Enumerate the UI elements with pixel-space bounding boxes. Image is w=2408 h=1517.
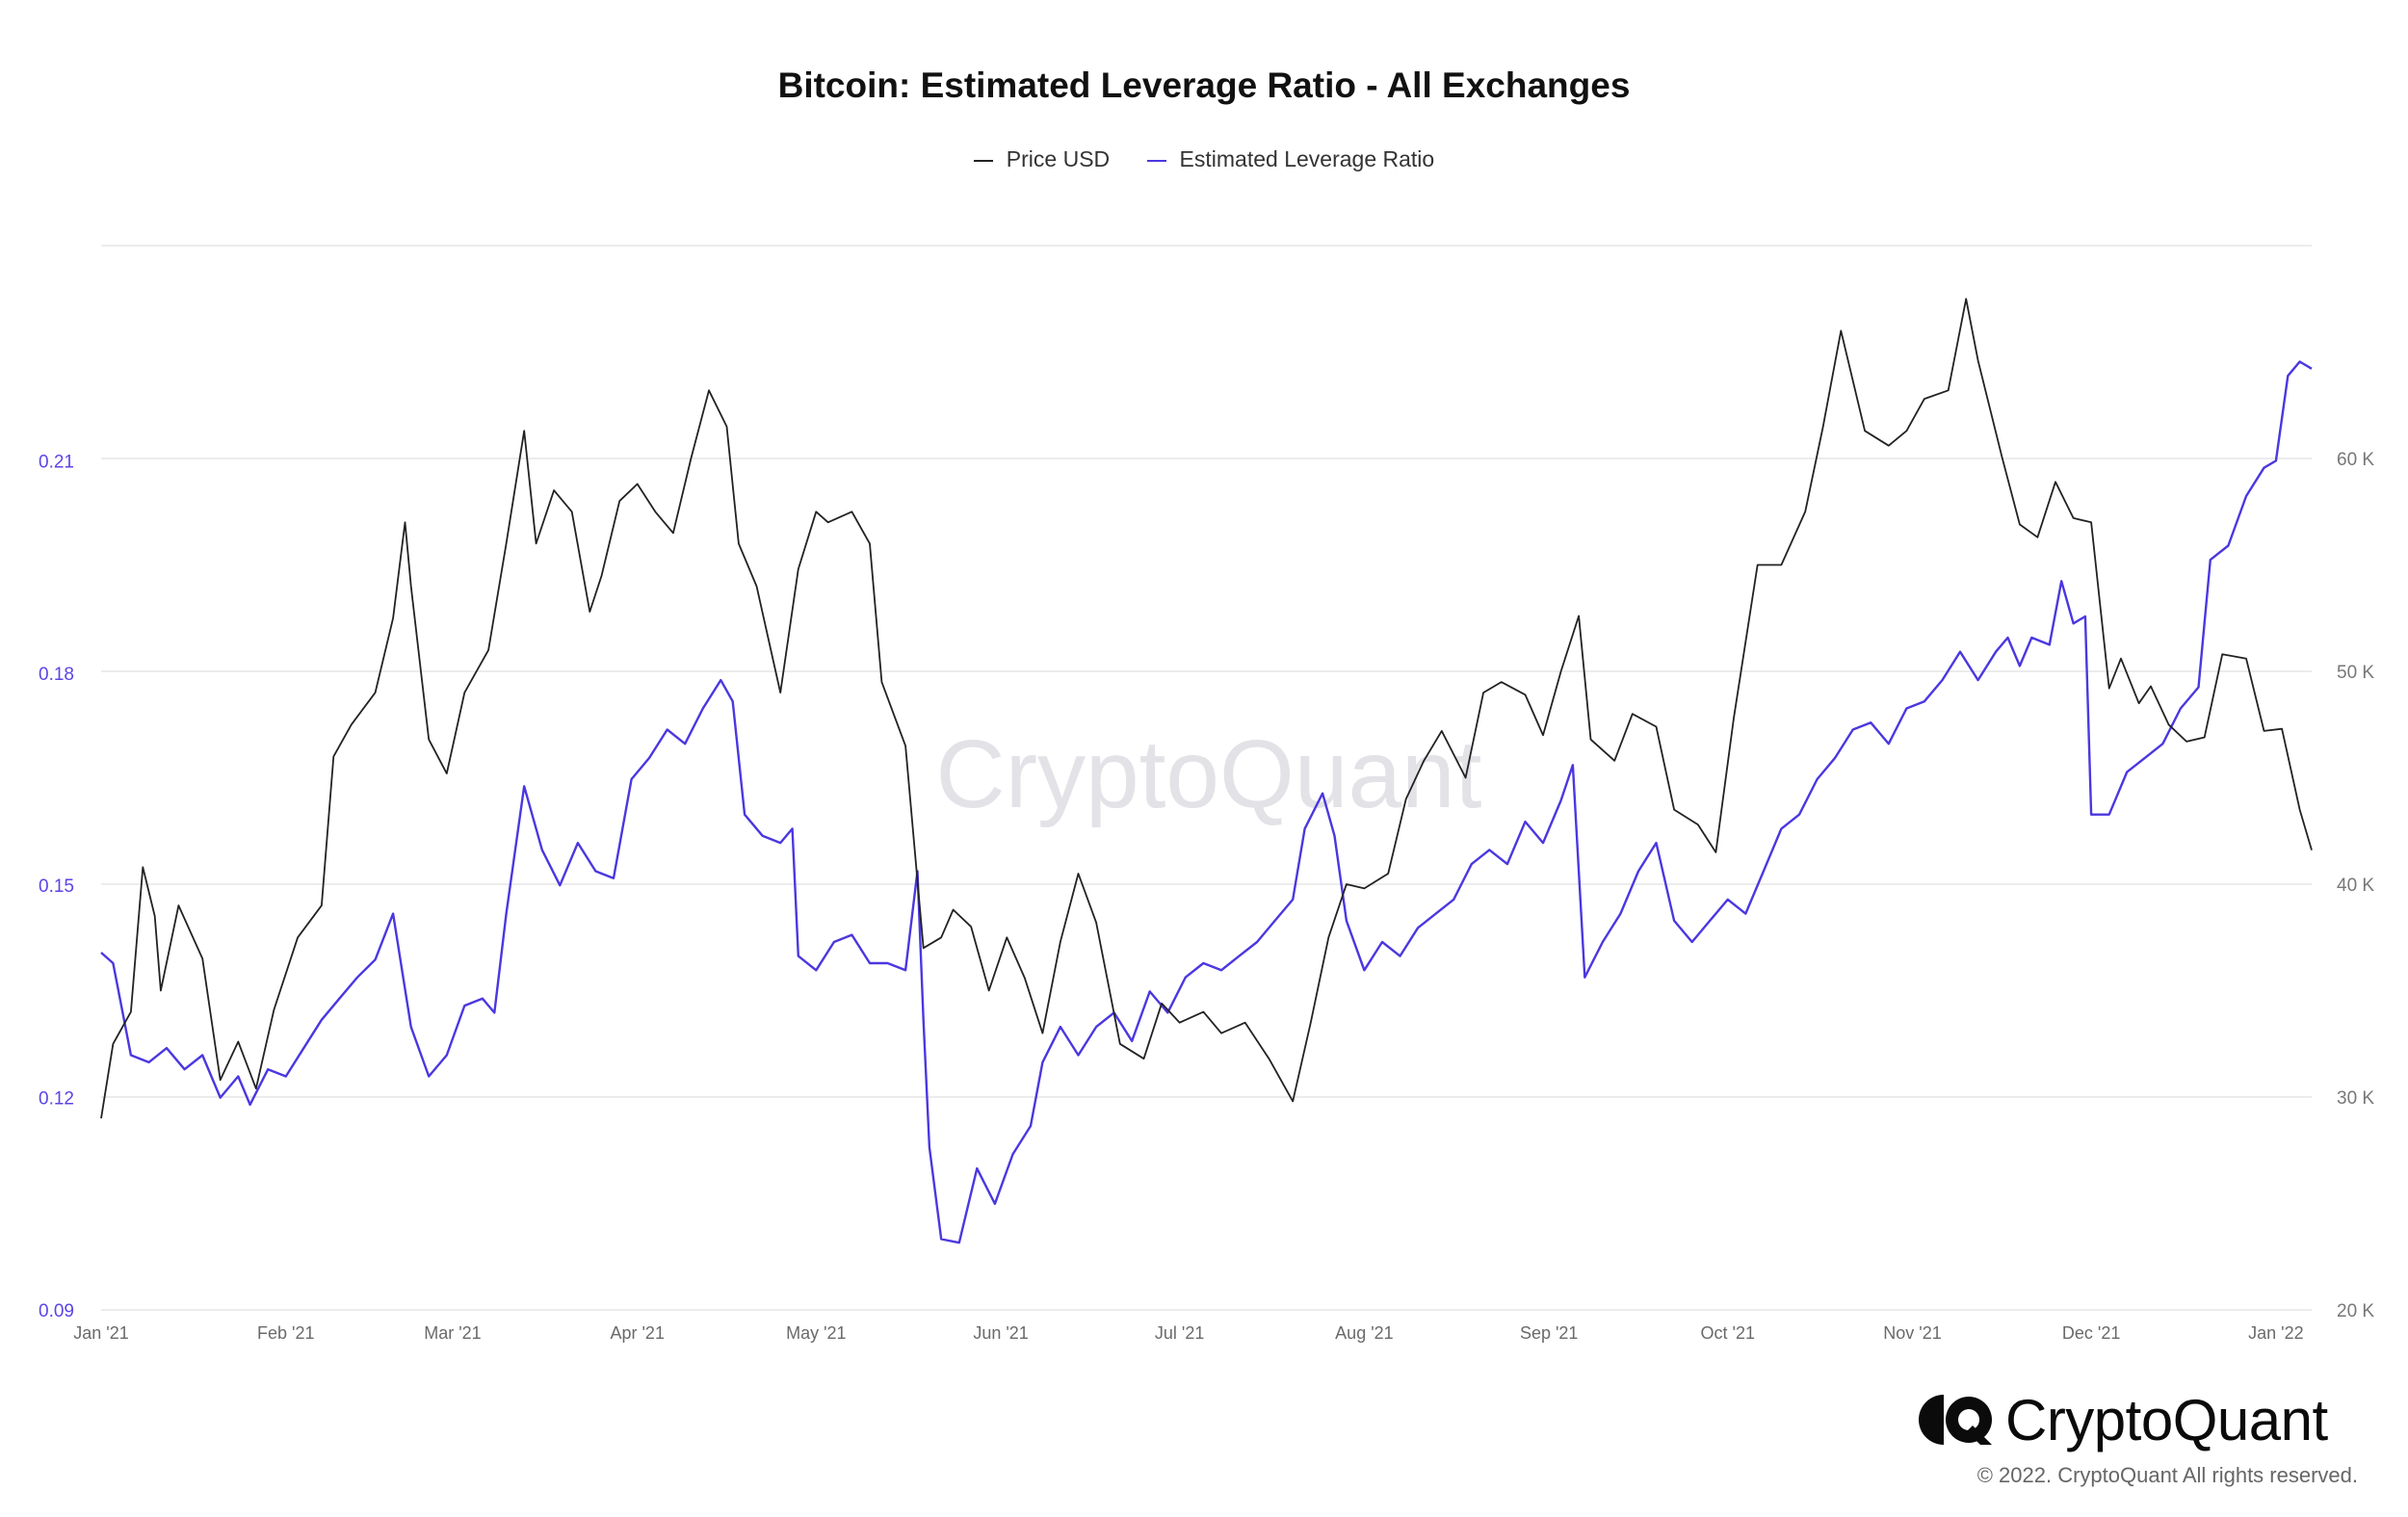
series-line-leverage: [100, 360, 2313, 1244]
chart-title: Bitcoin: Estimated Leverage Ratio - All …: [777, 65, 1631, 105]
left-axis-tick-label: 0.15: [39, 876, 74, 897]
brand-name: CryptoQuant: [2005, 1388, 2328, 1452]
series-layer: [100, 298, 2313, 1244]
legend-item-price[interactable]: Price USD: [973, 146, 1111, 172]
x-axis-tick-label: Jun '21: [973, 1323, 1028, 1343]
x-axis-tick-label: May '21: [786, 1323, 846, 1343]
x-axis-tick-label: Apr '21: [610, 1323, 664, 1343]
copyright: © 2022. CryptoQuant All rights reserved.: [1976, 1463, 2358, 1487]
grid-lines: [101, 245, 2312, 1311]
x-axis-tick-label: Dec '21: [2062, 1323, 2120, 1343]
legend-swatch-price: [973, 159, 993, 162]
watermark: CryptoQuant: [936, 720, 1482, 828]
legend-label-price: Price USD: [1006, 146, 1111, 171]
right-axis-tick-label: 60 K: [2337, 450, 2374, 470]
left-axis-tick-label: 0.09: [39, 1301, 74, 1321]
right-axis-tick-label: 20 K: [2337, 1301, 2374, 1321]
x-axis-tick-label: Mar '21: [424, 1323, 481, 1343]
left-axis-tick-label: 0.18: [39, 665, 74, 685]
x-axis-tick-label: Jul '21: [1155, 1323, 1204, 1343]
legend: Price USD Estimated Leverage Ratio: [0, 146, 2408, 172]
x-axis-tick-label: Nov '21: [1883, 1323, 1941, 1343]
x-axis-tick-label: Jan '21: [73, 1323, 128, 1343]
right-axis-tick-label: 30 K: [2337, 1088, 2374, 1109]
brand: CryptoQuant: [1917, 1387, 2360, 1454]
right-axis: 20 K 30 K 40 K 50 K 60 K: [2337, 450, 2374, 1321]
left-axis-tick-label: 0.12: [39, 1089, 74, 1110]
left-axis: 0.09 0.12 0.15 0.18 0.21: [39, 452, 74, 1321]
left-axis-tick-label: 0.21: [39, 452, 74, 472]
legend-swatch-leverage: [1146, 159, 1166, 162]
series-line-price: [100, 298, 2313, 1119]
legend-item-leverage[interactable]: Estimated Leverage Ratio: [1146, 146, 1435, 172]
right-axis-tick-label: 50 K: [2337, 663, 2374, 683]
legend-label-leverage: Estimated Leverage Ratio: [1179, 146, 1435, 171]
x-axis-tick-label: Oct '21: [1701, 1323, 1755, 1343]
x-axis-tick-label: Aug '21: [1335, 1323, 1394, 1343]
x-axis-tick-label: Feb '21: [257, 1323, 314, 1343]
x-axis-tick-label: Sep '21: [1520, 1323, 1579, 1343]
x-axis: Jan '21 Feb '21 Mar '21 Apr '21 May '21 Jun '…: [73, 1323, 2303, 1343]
x-axis-tick-label: Jan '22: [2248, 1323, 2303, 1343]
right-axis-tick-label: 40 K: [2337, 876, 2374, 896]
brand-logo-icon: [1919, 1395, 1992, 1445]
